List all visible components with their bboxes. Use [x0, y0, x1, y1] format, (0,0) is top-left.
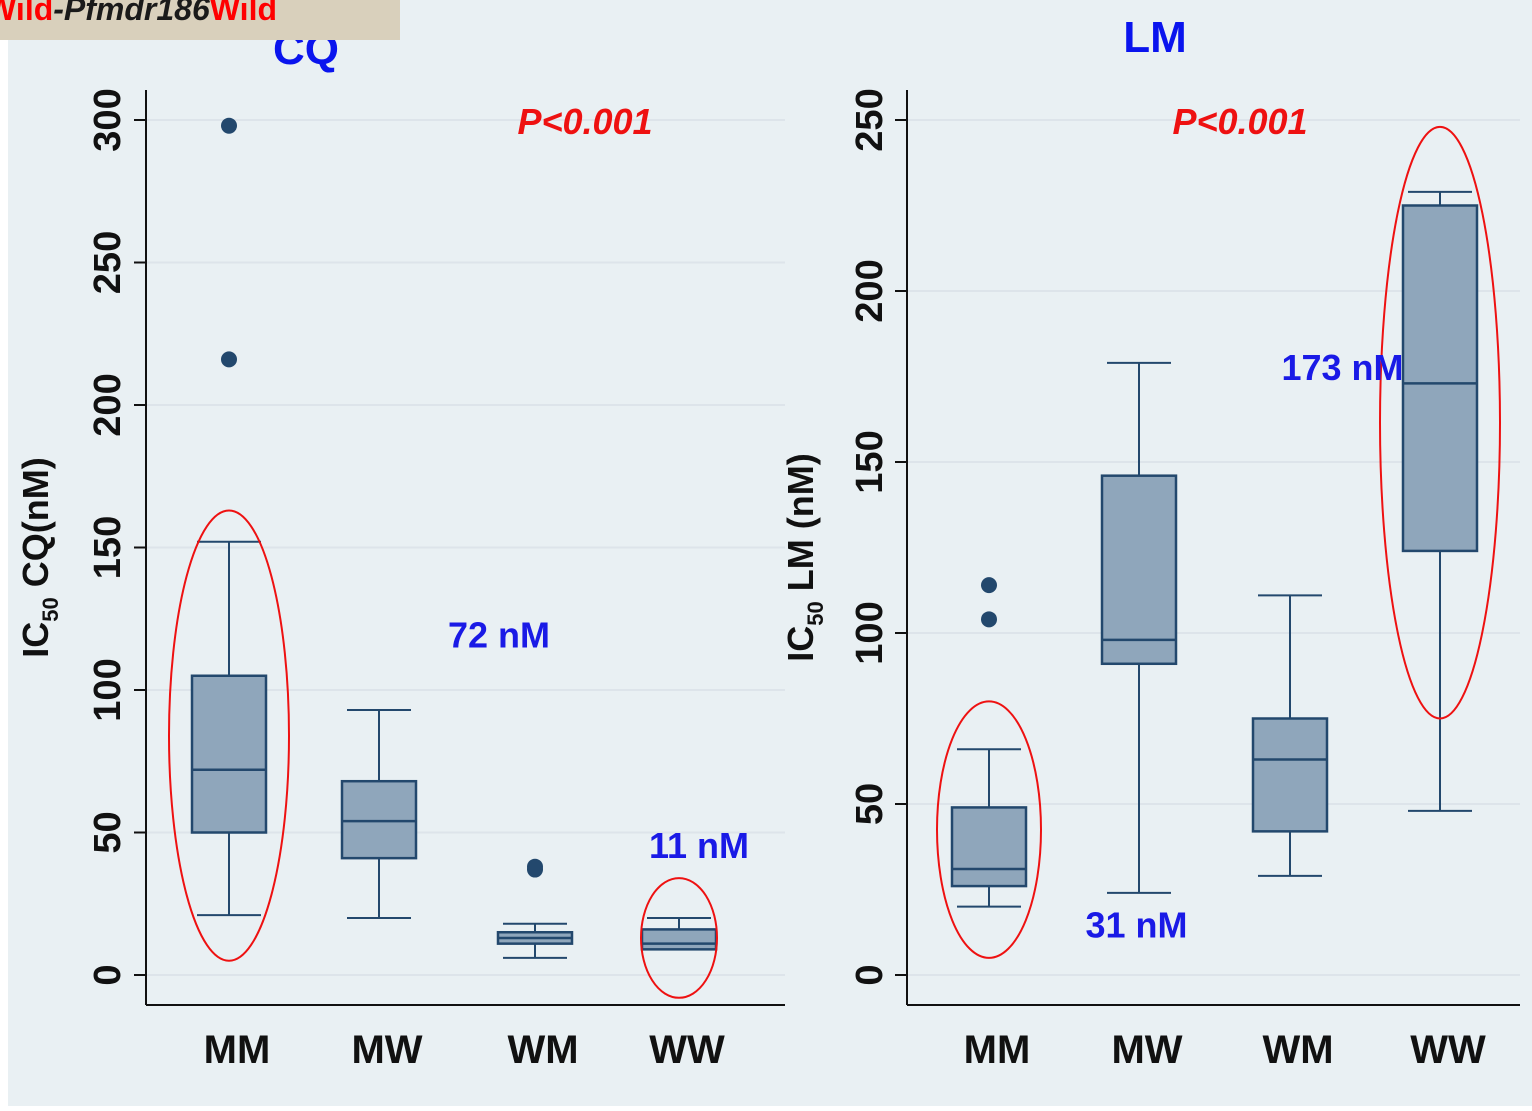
y-tick-label: 0 [849, 964, 891, 985]
outlier-point [527, 858, 543, 875]
iqr-box [340, 779, 418, 860]
value-annotation: 11 nM [649, 825, 749, 866]
genotype-tag: Wild-Pfmdr186Wild [0, 0, 400, 40]
iqr-box [640, 928, 718, 951]
box-wm [1251, 594, 1329, 877]
outlier-point [981, 611, 997, 628]
outlier-point [221, 351, 237, 368]
value-annotation: 173 nM [1281, 347, 1403, 388]
box-mm [950, 577, 1028, 908]
y-tick-label: 50 [849, 783, 891, 825]
outlier-point [221, 117, 237, 134]
x-tick-label-ww: WW [1410, 1028, 1486, 1072]
value-annotation: 72 nM [448, 614, 550, 655]
x-tick-label-wm: WM [1262, 1028, 1333, 1072]
chart-title: LM [1123, 13, 1187, 62]
p-value-label: P<0.001 [517, 101, 652, 142]
genotype-tag-part: Wild [210, 0, 277, 27]
y-tick-label: 100 [87, 658, 129, 721]
outlier-point [981, 577, 997, 594]
box-ww [1401, 190, 1479, 812]
y-tick-label: 100 [849, 601, 891, 664]
iqr-box [1100, 474, 1178, 666]
box-mm [190, 117, 268, 917]
highlight-ellipse [1379, 125, 1501, 720]
y-axis-label-prefix: IC [15, 622, 56, 658]
y-tick-label: 150 [849, 430, 891, 493]
y-axis-label-rest: CQ(nM) [15, 457, 56, 597]
x-tick-label-ww: WW [649, 1028, 725, 1072]
highlight-ellipse [936, 700, 1042, 959]
plot-background [8, 0, 1532, 1106]
p-value-label: P<0.001 [1172, 101, 1307, 142]
y-tick-label: 150 [87, 516, 129, 579]
box-wm [496, 858, 574, 959]
x-tick-label-wm: WM [507, 1028, 578, 1072]
y-tick-label: 0 [87, 964, 129, 985]
x-tick-label-mm: MM [204, 1028, 271, 1072]
y-axis-label: IC50 LM (nM) [780, 453, 828, 661]
highlight-ellipse [168, 509, 290, 962]
y-tick-label: 250 [87, 231, 129, 294]
highlight-ellipse [640, 877, 718, 999]
box-mw [1100, 361, 1178, 894]
iqr-box [1251, 717, 1329, 833]
y-tick-label: 250 [849, 88, 891, 151]
y-axis-label-prefix: IC [780, 626, 821, 662]
genotype-tag-background [0, 0, 400, 40]
iqr-box [1401, 204, 1479, 553]
genotype-tag-part: Wild [0, 0, 53, 27]
x-tick-label-mw: MW [351, 1028, 422, 1072]
y-tick-label: 300 [87, 88, 129, 151]
genotype-tag-text: Wild-Pfmdr186Wild [0, 0, 277, 27]
iqr-box [190, 674, 268, 834]
genotype-tag-part: -Pfmdr186 [53, 0, 210, 27]
y-tick-label: 200 [87, 373, 129, 436]
y-tick-label: 200 [849, 259, 891, 322]
y-axis-label: IC50 CQ(nM) [15, 457, 63, 657]
iqr-box [950, 806, 1028, 888]
y-axis-label-rest: LM (nM) [780, 453, 821, 601]
box-ww [640, 917, 718, 951]
box-mw [340, 708, 418, 919]
y-axis-label-subscript: 50 [803, 601, 828, 625]
y-axis-label-subscript: 50 [38, 597, 63, 621]
x-tick-label-mw: MW [1111, 1028, 1182, 1072]
y-tick-label: 50 [87, 811, 129, 853]
x-tick-label-mm: MM [964, 1028, 1031, 1072]
value-annotation: 31 nM [1085, 904, 1187, 945]
